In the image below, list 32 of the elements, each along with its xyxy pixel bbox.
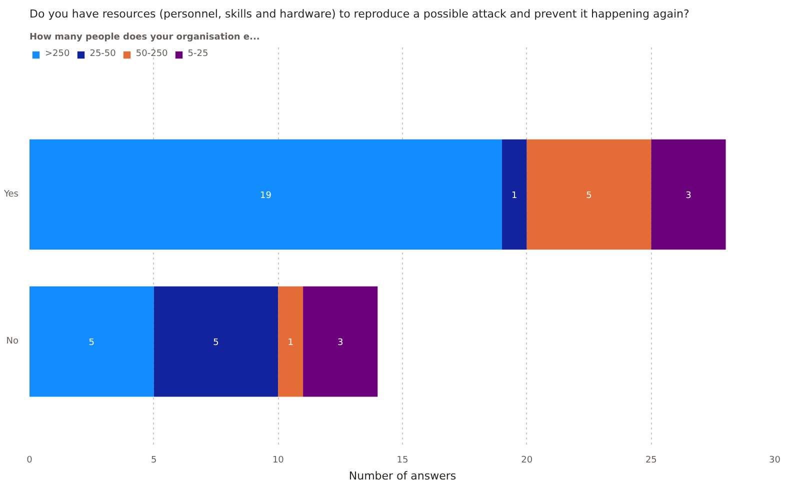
x-tick-label: 5 [150, 456, 157, 466]
x-tick-label: 30 [769, 456, 781, 466]
x-tick-label: 20 [521, 456, 533, 466]
y-tick-label: Yes [2, 190, 19, 200]
bar [30, 139, 502, 250]
bar [526, 139, 652, 250]
y-tick-label: No [6, 336, 19, 347]
bar [154, 286, 278, 397]
data-label: 19 [260, 191, 272, 202]
x-tick-label: 15 [396, 456, 408, 466]
data-label: 3 [686, 191, 692, 202]
x-axis-title: Number of answers [348, 470, 456, 482]
chart-title: Do you have resources (personnel, skills and hardware) to reproduce a possible attack and prevent it happening again? [30, 8, 690, 20]
data-label: 1 [288, 338, 294, 348]
data-label: 1 [512, 191, 518, 202]
x-tick-label: 25 [645, 456, 657, 466]
x-tick-label: 10 [272, 456, 284, 466]
bar [278, 286, 304, 397]
data-label: 3 [337, 338, 344, 348]
legend-title: How many people does your organisation e... [30, 32, 260, 42]
bar [502, 139, 527, 250]
bar [30, 286, 154, 397]
x-tick-label: 0 [26, 456, 33, 466]
legend-label: 25-50 [90, 49, 116, 59]
bar [651, 139, 726, 250]
data-label: 5 [213, 338, 219, 348]
data-label: 5 [88, 338, 95, 348]
legend-label: 5-25 [188, 49, 208, 59]
legend-label: >250 [45, 49, 70, 59]
data-label: 5 [586, 191, 592, 202]
bar [303, 286, 378, 397]
legend-label: 50-250 [136, 49, 168, 59]
